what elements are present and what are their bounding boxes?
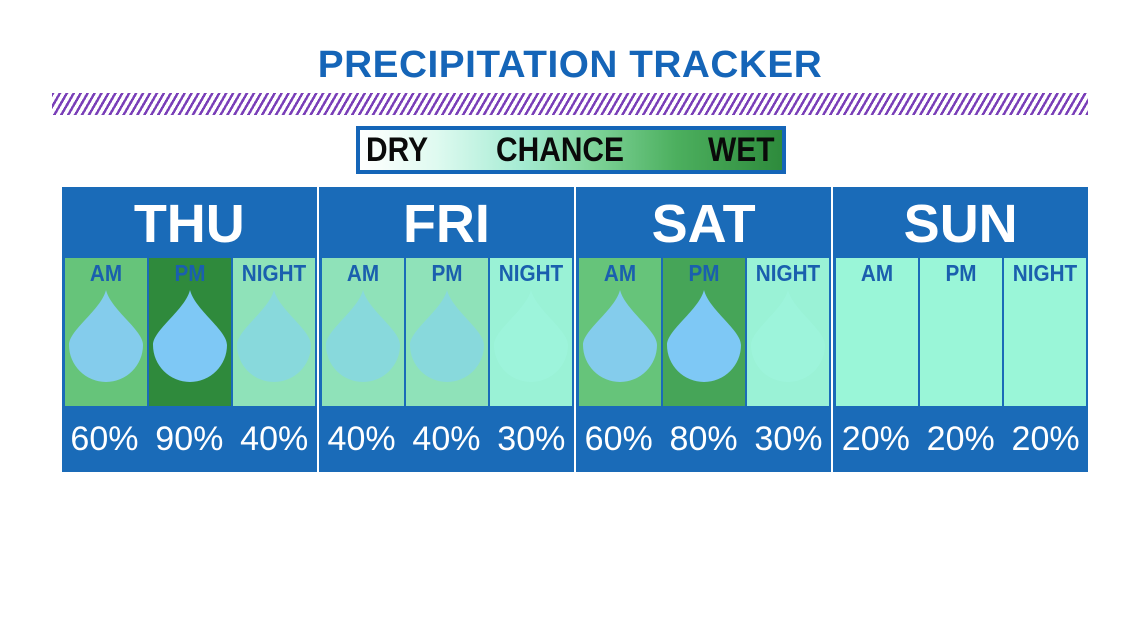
slot-label: NIGHT: [756, 260, 821, 286]
raindrop-icon: [324, 288, 402, 382]
percent-row: 40% 40% 30%: [319, 409, 574, 469]
time-slots: AM PM NIGHT: [322, 258, 573, 406]
day-name: SUN: [903, 194, 1018, 254]
precip-percent: 40%: [240, 420, 309, 458]
precip-percent: 20%: [1011, 420, 1080, 458]
precip-percent: 60%: [70, 420, 139, 458]
legend-chance-label: CHANCE: [496, 131, 624, 169]
day-panel-sun: SUN AM PM NIGHT 20% 20% 20%: [833, 187, 1088, 472]
legend-wet-label: WET: [708, 131, 775, 169]
time-slot: NIGHT: [231, 258, 315, 406]
legend-gradient-bar: DRY CHANCE WET: [360, 130, 782, 170]
precip-percent: 40%: [412, 420, 481, 458]
day-panel-sat: SAT AM PM NIGHT 60% 80% 30%: [576, 187, 831, 472]
slot-label: NIGHT: [241, 260, 307, 286]
slot-label: AM: [89, 260, 123, 286]
precip-percent: 90%: [155, 420, 224, 458]
raindrop-icon: [67, 288, 145, 382]
raindrop-icon: [665, 288, 743, 382]
raindrop-icon: [151, 288, 229, 382]
time-slot: PM: [661, 258, 746, 406]
raindrop-icon: [408, 288, 486, 382]
time-slot: AM: [322, 258, 405, 406]
precipitation-legend: DRY CHANCE WET: [356, 126, 786, 174]
day-name: THU: [133, 194, 245, 254]
slot-label: AM: [861, 260, 894, 286]
time-slot: PM: [918, 258, 1003, 406]
slot-label: AM: [604, 260, 637, 286]
day-name: SAT: [651, 194, 756, 254]
time-slot: AM: [836, 258, 919, 406]
precip-percent: 80%: [669, 420, 738, 458]
precip-percent: 20%: [841, 420, 910, 458]
day-name: FRI: [402, 194, 490, 254]
time-slot: AM: [65, 258, 147, 406]
time-slots: AM PM NIGHT: [579, 258, 830, 406]
day-panel-fri: FRI AM PM NIGHT 40% 40% 30%: [319, 187, 574, 472]
slot-label: NIGHT: [498, 260, 564, 286]
precip-percent: 30%: [754, 420, 823, 458]
time-slot: PM: [147, 258, 231, 406]
time-slot: PM: [404, 258, 489, 406]
slot-label: AM: [347, 260, 380, 286]
time-slot: NIGHT: [1002, 258, 1087, 406]
percent-row: 60% 80% 30%: [576, 409, 831, 469]
raindrop-icon: [838, 288, 916, 382]
precip-percent: 60%: [584, 420, 653, 458]
raindrop-icon: [235, 288, 313, 382]
slot-label: NIGHT: [1013, 260, 1078, 286]
percent-row: 20% 20% 20%: [833, 409, 1088, 469]
decorative-stripe-divider: [52, 93, 1088, 115]
percent-row: 60% 90% 40%: [62, 409, 317, 469]
raindrop-icon: [749, 288, 827, 382]
time-slots: AM PM NIGHT: [836, 258, 1087, 406]
time-slot: NIGHT: [488, 258, 573, 406]
precip-percent: 40%: [327, 420, 396, 458]
legend-dry-label: DRY: [366, 131, 429, 169]
precip-percent: 30%: [497, 420, 566, 458]
raindrop-icon: [922, 288, 1000, 382]
time-slot: NIGHT: [745, 258, 830, 406]
slot-label: PM: [174, 260, 206, 286]
raindrop-icon: [581, 288, 659, 382]
precip-percent: 20%: [926, 420, 995, 458]
slot-label: PM: [431, 260, 463, 286]
page-title: PRECIPITATION TRACKER: [317, 44, 823, 86]
time-slots: AM PM NIGHT: [65, 258, 315, 406]
slot-label: PM: [688, 260, 720, 286]
raindrop-icon: [1006, 288, 1084, 382]
day-panel-thu: THU AM PM NIGHT 60% 90% 40%: [62, 187, 317, 472]
forecast-days: THU AM PM NIGHT 60% 90% 40% FRI AM: [62, 187, 1088, 472]
raindrop-icon: [492, 288, 570, 382]
time-slot: AM: [579, 258, 662, 406]
slot-label: PM: [945, 260, 977, 286]
